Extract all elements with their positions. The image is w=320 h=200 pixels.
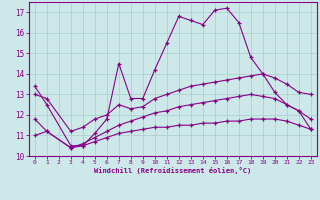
X-axis label: Windchill (Refroidissement éolien,°C): Windchill (Refroidissement éolien,°C)	[94, 167, 252, 174]
